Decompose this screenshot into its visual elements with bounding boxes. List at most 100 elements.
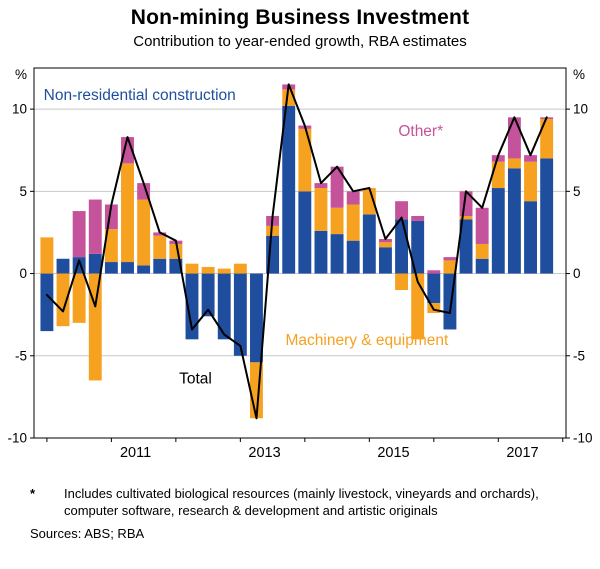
y-tick-label: -10 [573, 431, 593, 446]
y-tick-label: 10 [573, 102, 588, 117]
y-axis-unit-label: % [15, 67, 27, 82]
bar-segment [88, 253, 102, 274]
bar-segment [443, 260, 457, 274]
bar-segment [56, 258, 70, 274]
bar-segment [427, 273, 441, 304]
x-tick-label: 2017 [506, 445, 538, 461]
bar-segment [507, 168, 521, 274]
bar-segment [524, 201, 537, 274]
bar-segment [507, 117, 521, 159]
bar-segment [153, 258, 167, 274]
y-tick-label: -5 [573, 348, 585, 363]
bar-segment [378, 239, 392, 243]
bar-segment [104, 262, 118, 274]
bar-segment [121, 163, 134, 263]
bar-segment [185, 263, 199, 274]
bar-segment [540, 118, 554, 159]
bar-segment [330, 207, 344, 235]
bar-segment [459, 216, 473, 220]
bar-segment [233, 273, 247, 356]
bar-segment [540, 158, 554, 274]
y-tick-label: 5 [19, 184, 27, 199]
bar-segment [88, 199, 102, 254]
bar-segment [88, 273, 102, 381]
x-tick-label: 2011 [120, 445, 151, 461]
bar-segment [491, 161, 505, 189]
axis-frame [33, 67, 567, 439]
bar-segment [362, 188, 376, 215]
bar-segment [475, 243, 489, 259]
bar-segment [411, 273, 425, 340]
y-tick-label: 0 [573, 266, 581, 281]
footnote-block: * Includes cultivated biological resourc… [0, 481, 600, 542]
bar-segment [395, 219, 409, 274]
bar-segment [346, 204, 360, 241]
bar-segment [40, 237, 54, 274]
bar-segment [282, 105, 296, 274]
bar-segment [378, 247, 392, 274]
bar-segment [378, 242, 392, 248]
bar-segment [185, 273, 199, 340]
bar-segment [217, 273, 231, 340]
bar-segment [137, 199, 151, 266]
bar-segment [346, 191, 360, 205]
bar-segment [395, 201, 409, 220]
bar-segment [121, 262, 134, 274]
bar-segment [233, 263, 247, 274]
bar-segment [314, 183, 328, 189]
y-tick-label: 10 [12, 102, 27, 117]
bar-segment [507, 158, 521, 169]
annotation-label: Machinery & equipment [285, 332, 449, 349]
bar-segment [56, 273, 70, 327]
bar-segment [411, 220, 425, 274]
bar-segment [330, 166, 344, 208]
bar-segment [362, 214, 376, 274]
bar-segment [104, 229, 118, 263]
chart-canvas: -10 -10 -5 -5 0 0 5 5 10 10% % 2011 2013 2015 2017 Non-… [7, 67, 593, 461]
bar-segment [298, 191, 312, 274]
bar-segment [314, 230, 328, 274]
bar-segment [137, 265, 151, 274]
bar-segment [153, 235, 167, 259]
chart-title: Non-mining Business Investment [130, 6, 470, 29]
bar-segment [201, 273, 215, 317]
bar-segment [491, 188, 505, 274]
bar-segment [298, 128, 312, 192]
bar-segment [475, 258, 489, 274]
bar-segment [411, 216, 425, 221]
bar-segment [40, 273, 54, 332]
bar-segment [266, 225, 280, 236]
footnote-marker: * [30, 486, 36, 501]
bar-segment [217, 268, 231, 274]
bar-segment [395, 273, 409, 290]
bar-segment [524, 161, 537, 202]
bar-segment [72, 211, 86, 258]
footnote-text: Includes cultivated biological resources… [64, 486, 539, 519]
chart-area: -10 -10 -5 -5 0 0 5 5 10 10%% 2011 2013 2015 2017 Non-… [0, 52, 600, 481]
bar-segment [153, 232, 167, 236]
bar-segment [459, 219, 473, 274]
total-line [45, 83, 548, 420]
y-tick-label: -10 [7, 431, 27, 446]
bar-segment [72, 273, 86, 323]
annotation-label: Other* [398, 123, 443, 140]
x-tick-label: 2013 [248, 445, 280, 461]
y-axis-unit-label: % [573, 67, 585, 82]
sources-text: Sources: ABS; RBA [30, 526, 145, 542]
bar-segment [169, 243, 183, 259]
y-tick-label: 0 [19, 266, 27, 281]
bar-segment [524, 155, 537, 162]
x-tick-label: 2015 [377, 445, 409, 461]
bar-segment [443, 257, 457, 261]
y-tick-label: 5 [573, 184, 581, 199]
chart-subtitle: Contribution to year-ended growth, RBA e… [133, 33, 467, 50]
bar-segment [475, 207, 489, 244]
bar-segment [314, 188, 328, 231]
annotation-label: Non-residential construction [44, 87, 236, 104]
bar-segment [427, 270, 441, 274]
bar-segment [330, 234, 344, 274]
annotation-label: Total [179, 371, 212, 388]
bar-segment [250, 273, 263, 363]
bar-segment [346, 240, 360, 274]
